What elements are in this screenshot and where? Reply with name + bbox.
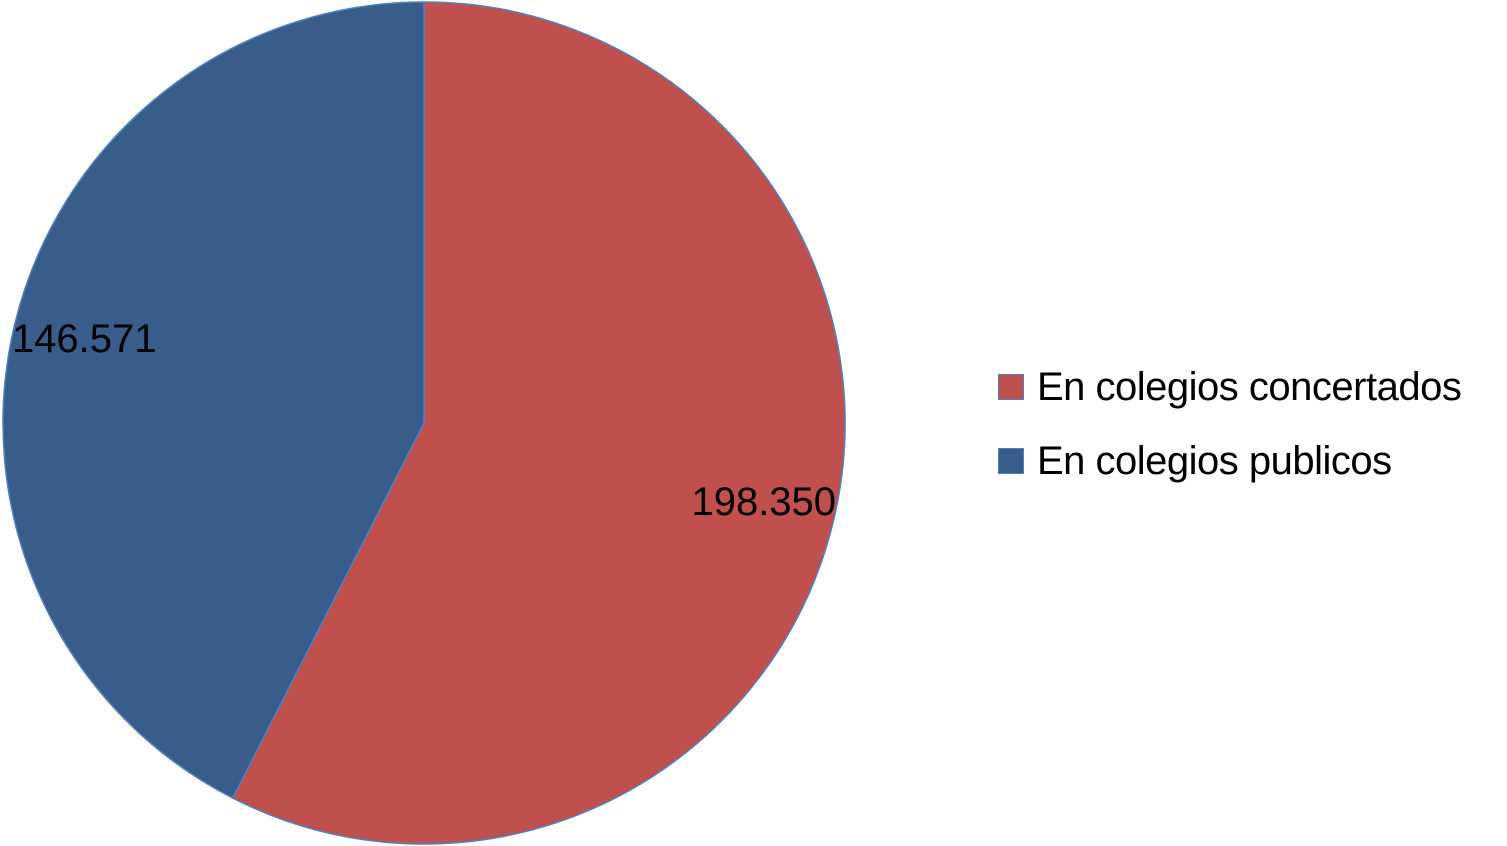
legend: En colegios concertados En colegios publ… <box>998 350 1462 498</box>
legend-swatch-publicos <box>998 448 1024 474</box>
legend-item-concertados: En colegios concertados <box>998 350 1462 424</box>
pie-slices <box>2 1 846 845</box>
legend-swatch-concertados <box>998 374 1024 400</box>
pie-slice-concertados <box>231 1 846 845</box>
legend-label-concertados: En colegios concertados <box>1037 364 1462 409</box>
legend-item-publicos: En colegios publicos <box>998 424 1461 498</box>
pie-data-labels: 198.350 146.571 <box>12 317 836 524</box>
legend-label-publicos: En colegios publicos <box>1037 438 1392 483</box>
pie-slice-publicos <box>2 1 425 800</box>
data-label-concertados: 198.350 <box>691 480 836 524</box>
data-label-publicos: 146.571 <box>12 317 157 361</box>
